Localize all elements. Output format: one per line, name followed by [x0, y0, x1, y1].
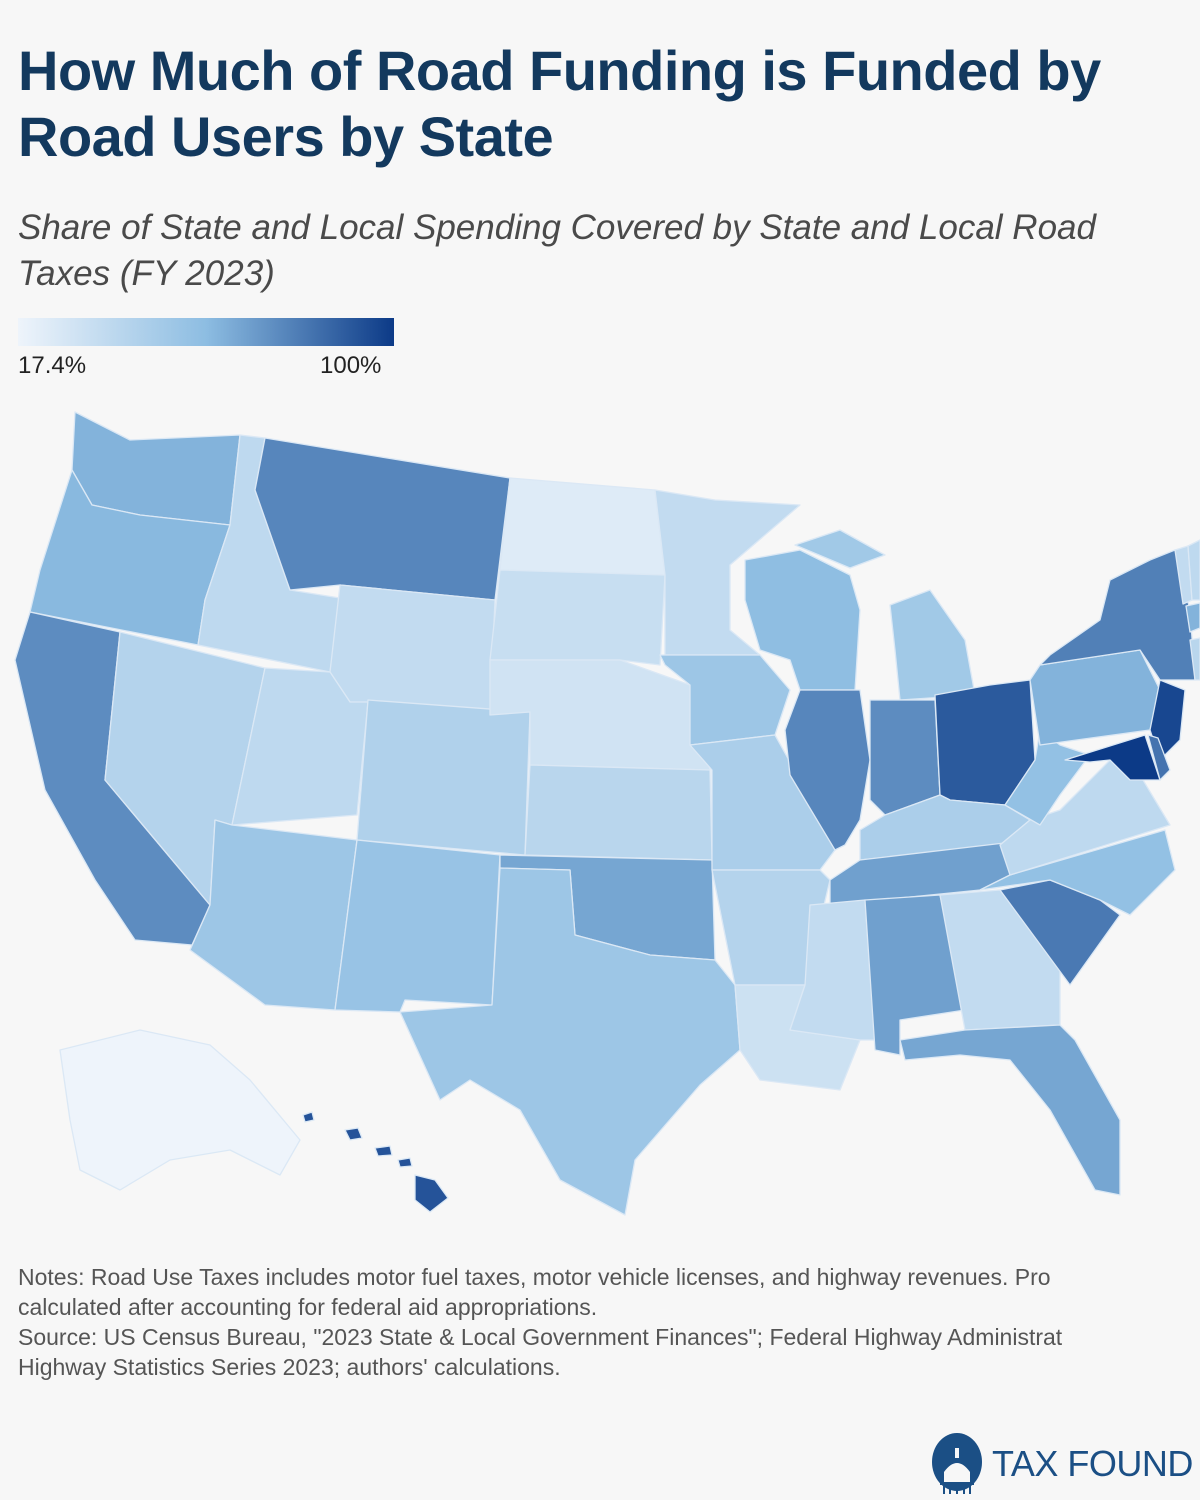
legend-min-label: 17.4% [18, 352, 87, 379]
us-map [14, 411, 1200, 1216]
state-MN[interactable] [654, 489, 801, 656]
tax-foundation-logo: TAX FOUND [930, 1432, 1193, 1496]
state-NM[interactable] [334, 839, 501, 1013]
state-NH[interactable] [1187, 539, 1200, 601]
state-ND[interactable] [499, 477, 666, 576]
capitol-dome-icon [932, 1433, 982, 1494]
subtitle-line-1: Share of State and Local Spending Covere… [18, 208, 1096, 247]
legend-max-label: 100% [320, 352, 382, 379]
source-line-2: Highway Statistics Series 2023; authors'… [18, 1354, 561, 1380]
color-legend-bar [18, 318, 394, 346]
chart-title: How Much of Road Funding is Funded by Ro… [18, 39, 1101, 168]
state-TX[interactable] [399, 867, 741, 1216]
state-SD[interactable] [489, 569, 666, 666]
state-KS[interactable] [524, 764, 713, 861]
chart-subtitle: Share of State and Local Spending Covere… [18, 205, 1200, 297]
state-MA[interactable] [1185, 602, 1200, 633]
notes-line-1: Notes: Road Use Taxes includes motor fue… [18, 1264, 1051, 1290]
state-WY[interactable] [329, 584, 496, 716]
state-PA[interactable] [1029, 649, 1161, 746]
state-DE[interactable] [1147, 734, 1171, 781]
state-AZ[interactable] [189, 819, 358, 1011]
state-CO[interactable] [356, 699, 531, 856]
notes-line-2: calculated after accounting for federal … [18, 1294, 598, 1320]
state-AK[interactable] [59, 1029, 301, 1191]
state-CT[interactable] [1189, 637, 1200, 681]
state-HI[interactable] [302, 1111, 449, 1213]
state-FL[interactable] [899, 1024, 1121, 1196]
logo-text: TAX FOUND [992, 1443, 1193, 1484]
state-MO[interactable] [689, 734, 836, 871]
source-line-1: Source: US Census Bureau, "2023 State & … [18, 1324, 1063, 1350]
state-MD[interactable] [1064, 734, 1161, 781]
state-IL[interactable] [784, 689, 871, 851]
subtitle-line-2: Taxes (FY 2023) [18, 254, 275, 293]
state-WV[interactable] [1004, 729, 1091, 826]
state-IN[interactable] [869, 699, 941, 816]
state-MT[interactable] [254, 437, 511, 601]
notes-block: Notes: Road Use Taxes includes motor fue… [18, 1262, 1200, 1382]
